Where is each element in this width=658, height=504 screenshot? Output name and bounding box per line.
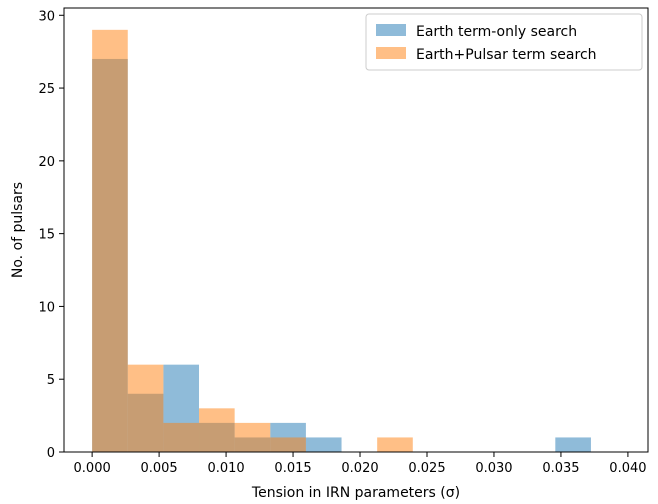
histogram-bar-series-2 bbox=[270, 437, 306, 452]
x-axis-label: Tension in IRN parameters (σ) bbox=[251, 485, 460, 501]
y-axis-label: No. of pulsars bbox=[10, 182, 26, 278]
x-tick-label: 0.040 bbox=[609, 461, 646, 476]
y-axis-ticks: 0 5 10 15 20 25 30 bbox=[38, 9, 64, 461]
legend-box bbox=[365, 13, 643, 71]
histogram-bar-series-2 bbox=[234, 422, 271, 452]
x-tick-label: 0.025 bbox=[408, 461, 445, 476]
y-tick-label: 0 bbox=[47, 446, 55, 461]
x-tick-label: 0.020 bbox=[341, 461, 378, 476]
legend-label: Earth+Pulsar term search bbox=[416, 47, 597, 63]
histogram-bar-series-2 bbox=[163, 422, 200, 452]
histogram-bar-series-2 bbox=[199, 408, 235, 452]
y-tick-label: 25 bbox=[38, 82, 55, 97]
x-tick-label: 0.005 bbox=[140, 461, 177, 476]
histogram-bar-series-1 bbox=[305, 437, 342, 452]
x-tick-label: 0.010 bbox=[207, 461, 244, 476]
x-tick-label: 0.000 bbox=[74, 461, 111, 476]
histogram-bar-series-2 bbox=[377, 437, 413, 452]
x-axis-ticks: 0.000 0.005 0.010 0.015 0.020 0.025 0.030 0.035… bbox=[74, 452, 647, 476]
histogram-bars bbox=[92, 29, 591, 453]
legend-swatch bbox=[376, 24, 406, 36]
x-tick-label: 0.030 bbox=[475, 461, 512, 476]
x-tick-label: 0.035 bbox=[542, 461, 579, 476]
histogram-bar-series-2 bbox=[92, 29, 128, 453]
y-tick-label: 20 bbox=[38, 155, 55, 170]
y-tick-label: 15 bbox=[38, 228, 55, 243]
x-tick-label: 0.015 bbox=[274, 461, 311, 476]
histogram-bar-series-1 bbox=[555, 437, 591, 452]
legend: Earth term-only search Earth+Pulsar term … bbox=[365, 13, 643, 71]
axes-frame bbox=[63, 7, 649, 453]
legend-swatch bbox=[376, 47, 406, 59]
y-tick-label: 5 bbox=[47, 373, 55, 388]
histogram-bar-series-2 bbox=[127, 364, 164, 452]
legend-label: Earth term-only search bbox=[416, 24, 577, 40]
y-tick-label: 30 bbox=[38, 9, 55, 24]
y-tick-label: 10 bbox=[38, 300, 55, 315]
